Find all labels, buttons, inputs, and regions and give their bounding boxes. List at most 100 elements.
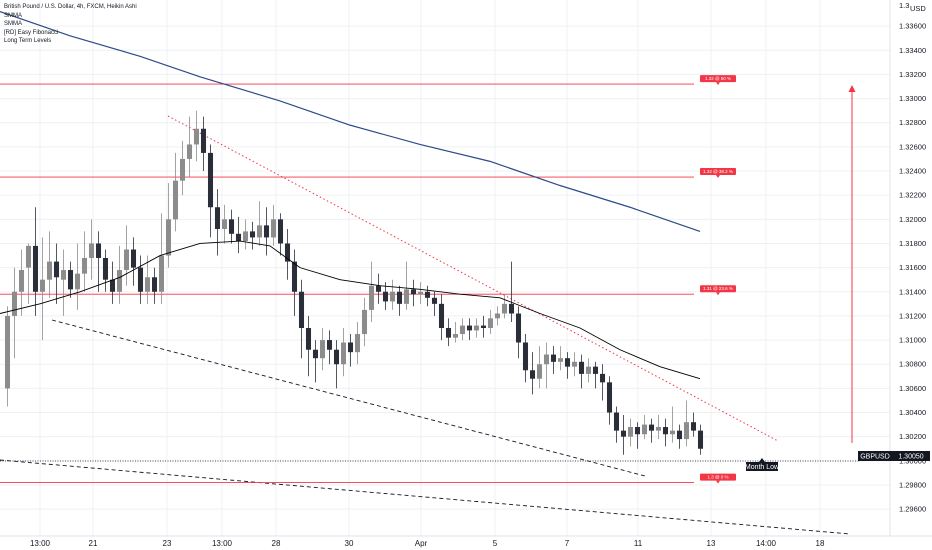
price-tick-label: 1.33200: [899, 70, 926, 79]
fib-level-label: 1.31 @ 23.6 %: [703, 286, 733, 291]
candle-body: [410, 289, 417, 295]
time-ticks: 13:00 21 23 13:00 28 30 Apr 5 7 11 13 14:00 18: [30, 539, 825, 548]
candle-body: [95, 243, 102, 258]
fib-level-tag: [700, 75, 736, 83]
price-tick-label: 1.32600: [899, 142, 926, 151]
candle-body: [74, 273, 81, 290]
candle-body: [690, 422, 697, 431]
time-tick-label: 7: [565, 539, 570, 548]
trend-lines: [0, 85, 860, 535]
candle-body: [508, 303, 515, 314]
time-tick-label: 11: [634, 539, 643, 548]
candle-body: [613, 412, 620, 431]
fib-level-tag: [700, 168, 736, 176]
candle-body: [550, 354, 557, 362]
candle-body: [186, 144, 193, 159]
candle-body: [571, 361, 578, 367]
price-axis-top-label: 1.3: [899, 1, 909, 10]
candle-body: [424, 291, 431, 298]
candle-body: [634, 427, 641, 435]
fib-level-label: 1.32 @ 50 %: [705, 76, 731, 81]
fib-level-pointer: [716, 292, 720, 296]
candle-body: [193, 128, 200, 145]
long-support-line: [0, 459, 851, 535]
price-tick-label: 1.29600: [899, 505, 926, 514]
time-tick-label: 23: [163, 539, 172, 548]
candle-body: [669, 430, 676, 435]
candle-body: [403, 289, 410, 304]
candle-body: [263, 225, 270, 238]
price-tick-label: 1.32200: [899, 191, 926, 200]
candle-body: [312, 349, 319, 359]
time-tick-label: 13:00: [30, 539, 51, 548]
candle-body: [228, 219, 235, 234]
legend-symbol[interactable]: British Pound / U.S. Dollar, 4h, FXCM, H…: [4, 4, 137, 10]
symbol-tag: GBPUSD: [860, 454, 890, 461]
price-tick-label: 1.32400: [899, 167, 926, 176]
fibonacci-levels: 1.32 @ 50 % 1.32 @ 38.2 % 1.31 @ 23.6 % 1.3…: [0, 75, 736, 484]
month-low-tag: [746, 462, 778, 471]
legend-indicator-smma-1[interactable]: SMMA: [4, 12, 22, 19]
chart-legend: British Pound / U.S. Dollar, 4h, FXCM, H…: [4, 3, 137, 46]
month-low-label: Month Low: [745, 464, 780, 471]
candle-body: [340, 342, 347, 365]
price-tick-label: 1.32000: [899, 215, 926, 224]
candle-body: [347, 342, 354, 353]
candle-body: [88, 243, 95, 258]
price-tick-label: 1.30800: [899, 360, 926, 369]
price-tick-label: 1.31400: [899, 287, 926, 296]
candle-body: [592, 366, 599, 374]
fib-level-tag: [700, 473, 736, 481]
fib-level-pointer: [716, 175, 720, 179]
projection-arrow-head: [848, 85, 856, 92]
price-ticks: 1.33600 1.33400 1.33200 1.33000 1.32800 1.326…: [899, 22, 926, 514]
candle-body: [25, 245, 32, 268]
candle-body: [46, 261, 53, 280]
price-axis[interactable]: 1.3 USD 1.33600 1.33400 1.33200 1.33000 1.32…: [858, 0, 930, 536]
symbol-tag-box: [858, 451, 892, 461]
candle-body: [676, 430, 683, 440]
candle-body: [333, 349, 340, 365]
candle-body: [557, 358, 564, 362]
candle-body: [130, 249, 137, 268]
time-tick-label: 5: [493, 539, 498, 548]
candle-body: [627, 427, 634, 437]
candle-body: [151, 277, 158, 292]
candle-body: [67, 270, 74, 290]
upper-downtrend-line: [167, 115, 779, 442]
candle-body: [319, 340, 326, 359]
candle-body: [11, 291, 18, 316]
price-tick-label: 1.31600: [899, 263, 926, 272]
candle-body: [445, 328, 452, 338]
candle-body: [179, 158, 186, 181]
candle-body: [648, 424, 655, 431]
legend-indicator-smma-2[interactable]: SMMA: [4, 21, 22, 27]
legend-indicator-long-term-levels[interactable]: Long Term Levels: [4, 38, 52, 44]
candle-body: [417, 291, 424, 295]
price-tick-label: 1.31800: [899, 239, 926, 248]
candle-body: [578, 361, 585, 374]
candle-body: [256, 225, 263, 238]
time-tick-label: 28: [272, 539, 281, 548]
candle-body: [4, 315, 11, 389]
moving-averages: [0, 11, 701, 380]
fib-level-pointer: [716, 480, 720, 484]
smma-short-line: [0, 240, 701, 380]
candle-body: [354, 334, 361, 353]
candle-body: [683, 422, 690, 440]
candle-body: [326, 340, 333, 350]
price-tick-label: 1.30600: [899, 384, 926, 393]
candle-body: [396, 291, 403, 304]
time-axis[interactable]: 13:00 21 23 13:00 28 30 Apr 5 7 11 13 14:00 18: [0, 535, 932, 548]
candle-body: [494, 313, 501, 319]
candle-body: [501, 303, 508, 314]
time-tick-label: 13: [707, 539, 716, 548]
price-axis-currency: USD: [910, 4, 926, 13]
candle-body: [81, 257, 88, 274]
candle-body: [606, 382, 613, 413]
candle-body: [221, 219, 228, 229]
candle-body: [172, 180, 179, 220]
legend-indicator-fibonacci[interactable]: [RD] Easy Fibonacci: [4, 29, 59, 36]
